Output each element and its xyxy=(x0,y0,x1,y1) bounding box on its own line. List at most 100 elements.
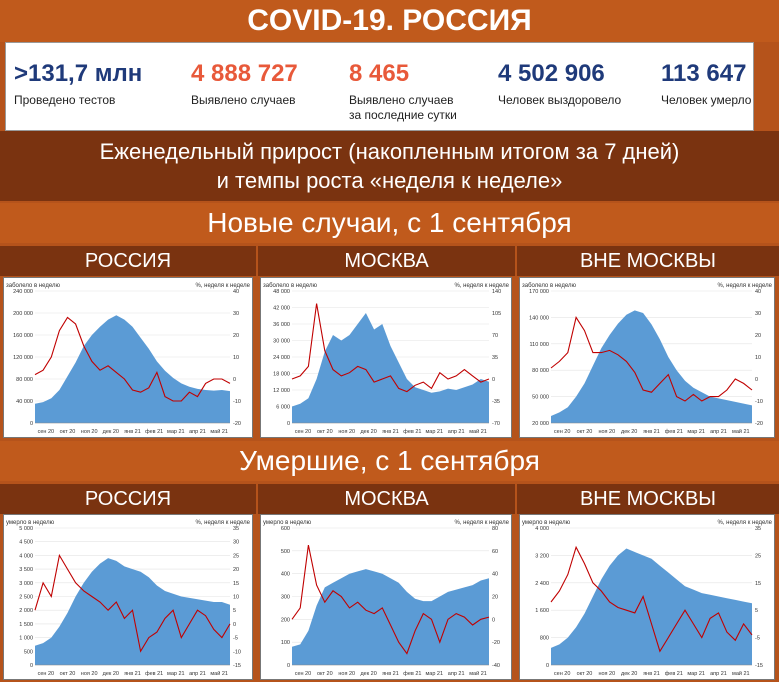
x-tick-label: апр 21 xyxy=(710,671,727,677)
y-axis-label-right: %, неделя к неделе xyxy=(454,283,509,289)
y-tick-label-left: 4 000 xyxy=(19,553,33,559)
x-tick-label: апр 21 xyxy=(189,671,206,677)
x-tick-label: мар 21 xyxy=(426,429,444,435)
x-tick-label: сен 20 xyxy=(38,429,55,435)
y-tick-label-right: 40 xyxy=(492,572,498,578)
y-tick-label-left: 200 000 xyxy=(13,311,33,317)
page-title: COVID-19. РОССИЯ xyxy=(0,0,779,42)
x-tick-label: дек 20 xyxy=(621,429,637,435)
y-tick-label-left: 3 200 xyxy=(535,553,549,559)
y-axis-label-right: %, неделя к неделе xyxy=(717,283,772,289)
y-tick-label-right: -15 xyxy=(233,663,241,669)
region-label-russia-cases: РОССИЯ xyxy=(0,246,256,276)
y-tick-label-left: 20 000 xyxy=(532,421,549,427)
chart-cases-outside-moscow: заболело в неделю %, неделя к неделе 20 00… xyxy=(519,277,775,438)
y-tick-label-right: 5 xyxy=(755,608,758,614)
y-tick-label-left: 18 000 xyxy=(273,372,290,378)
y-tick-label-left: 0 xyxy=(30,421,33,427)
y-tick-label-right: -70 xyxy=(492,421,500,427)
y-tick-label-right: -20 xyxy=(492,640,500,646)
y-tick-label-right: 15 xyxy=(233,581,239,587)
y-axis-label-left: заболело в неделю xyxy=(522,283,576,289)
x-tick-label: фев 21 xyxy=(403,429,421,435)
x-tick-label: дек 20 xyxy=(621,671,637,677)
y-tick-label-left: 48 000 xyxy=(273,289,290,295)
y-tick-label-right: 105 xyxy=(492,311,501,317)
y-tick-label-left: 2 400 xyxy=(535,581,549,587)
y-tick-label-left: 0 xyxy=(30,663,33,669)
y-tick-label-right: 140 xyxy=(492,289,501,295)
y-tick-label-left: 42 000 xyxy=(273,306,290,312)
y-tick-label-left: 12 000 xyxy=(273,388,290,394)
y-tick-label-right: 35 xyxy=(755,526,761,532)
x-tick-label: окт 20 xyxy=(317,671,333,677)
chart-cases-russia: заболело в неделю %, неделя к неделе 0 40 0… xyxy=(3,277,253,438)
y-tick-label-left: 240 000 xyxy=(13,289,33,295)
y-tick-label-left: 24 000 xyxy=(273,355,290,361)
y-axis-label-right: %, неделя к неделе xyxy=(717,520,772,526)
stat-daily-label-line2: за последние сутки xyxy=(349,108,457,122)
y-tick-label-left: 3 000 xyxy=(19,581,33,587)
area-series-weekly xyxy=(292,313,489,423)
x-tick-label: апр 21 xyxy=(448,429,465,435)
y-tick-label-left: 1 500 xyxy=(19,622,33,628)
y-tick-label-left: 200 xyxy=(281,617,290,623)
y-tick-label-right: 70 xyxy=(492,333,498,339)
y-tick-label-left: 50 000 xyxy=(532,395,549,401)
y-tick-label-right: 60 xyxy=(492,549,498,555)
x-tick-label: май 21 xyxy=(210,428,228,435)
x-tick-label: ноя 20 xyxy=(598,429,615,435)
y-tick-label-right: 30 xyxy=(755,311,761,317)
x-tick-label: апр 21 xyxy=(448,671,465,677)
y-axis-label-left: умерло в неделю xyxy=(6,520,55,526)
y-tick-label-right: 35 xyxy=(233,526,239,532)
y-tick-label-right: 35 xyxy=(492,355,498,361)
y-tick-label-left: 500 xyxy=(24,649,33,655)
y-tick-label-left: 3 500 xyxy=(19,567,33,573)
x-tick-label: ноя 20 xyxy=(81,671,98,677)
x-tick-label: сен 20 xyxy=(295,429,312,435)
y-tick-label-right: 0 xyxy=(492,617,495,623)
area-series-weekly xyxy=(292,569,489,665)
x-tick-label: мар 21 xyxy=(687,429,705,435)
stat-recovered-label: Человек выздоровело xyxy=(498,93,622,107)
x-tick-label: мар 21 xyxy=(167,429,185,435)
y-tick-label-right: 80 xyxy=(492,526,498,532)
y-tick-label-right: 0 xyxy=(755,377,758,383)
region-label-moscow-deaths: МОСКВА xyxy=(258,484,515,514)
x-tick-label: мар 21 xyxy=(687,671,705,677)
y-tick-label-left: 80 000 xyxy=(16,377,33,383)
x-tick-label: сен 20 xyxy=(295,671,312,677)
y-tick-label-left: 500 xyxy=(281,549,290,555)
line-series-growth xyxy=(550,316,753,402)
y-tick-label-left: 5 000 xyxy=(19,526,33,532)
area-series-weekly xyxy=(551,310,752,423)
line-series-growth xyxy=(34,316,231,402)
y-tick-label-right: -35 xyxy=(492,399,500,405)
y-tick-label-right: -20 xyxy=(755,421,763,427)
y-tick-label-right: -40 xyxy=(492,663,500,669)
line-series-growth xyxy=(291,303,490,393)
y-tick-label-left: 2 000 xyxy=(19,608,33,614)
y-tick-label-right: 20 xyxy=(233,333,239,339)
x-tick-label: мар 21 xyxy=(426,671,444,677)
stat-tests-label: Проведено тестов xyxy=(14,93,116,107)
y-tick-label-left: 80 000 xyxy=(532,368,549,374)
region-label-outside-moscow-deaths: ВНЕ МОСКВЫ xyxy=(517,484,779,514)
y-axis-label-right: %, неделя к неделе xyxy=(195,283,250,289)
y-axis-label-left: заболело в неделю xyxy=(263,283,317,289)
y-tick-label-right: 25 xyxy=(233,553,239,559)
stat-recovered-value: 4 502 906 xyxy=(498,60,605,87)
y-tick-label-left: 40 000 xyxy=(16,399,33,405)
y-tick-label-right: -10 xyxy=(233,649,241,655)
y-tick-label-left: 0 xyxy=(287,663,290,669)
y-tick-label-left: 4 500 xyxy=(19,540,33,546)
y-tick-label-left: 1 000 xyxy=(19,636,33,642)
y-tick-label-left: 36 000 xyxy=(273,322,290,328)
x-tick-label: фев 21 xyxy=(145,671,163,677)
x-tick-label: фев 21 xyxy=(665,429,683,435)
x-tick-label: апр 21 xyxy=(710,429,727,435)
subtitle-line2: и темпы роста «неделя к неделе» xyxy=(216,168,563,193)
y-tick-label-right: 10 xyxy=(233,595,239,601)
x-tick-label: сен 20 xyxy=(554,429,571,435)
